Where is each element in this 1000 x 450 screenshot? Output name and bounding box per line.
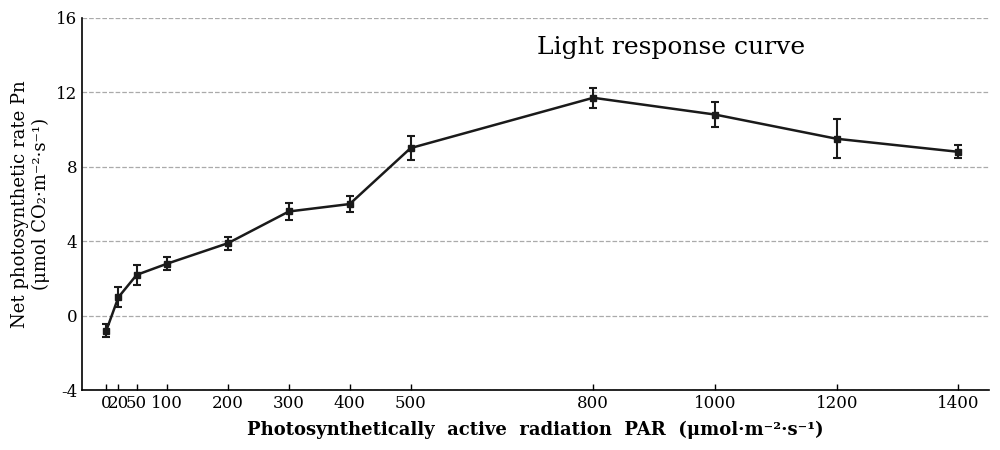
X-axis label: Photosynthetically  active  radiation  PAR  (μmol·m⁻²·s⁻¹): Photosynthetically active radiation PAR … bbox=[247, 421, 824, 439]
Y-axis label: Net photosynthetic rate Pn
(μmol CO₂·m⁻²·s⁻¹): Net photosynthetic rate Pn (μmol CO₂·m⁻²… bbox=[11, 80, 50, 328]
Text: Light response curve: Light response curve bbox=[537, 36, 805, 59]
